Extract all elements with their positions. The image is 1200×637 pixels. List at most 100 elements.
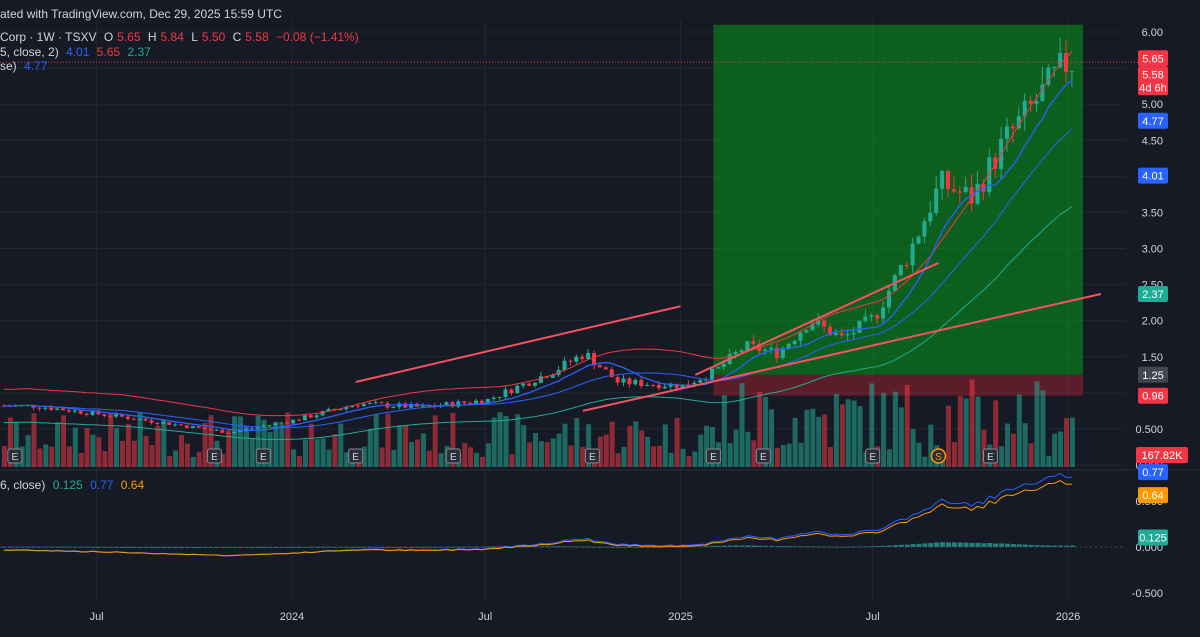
candle [656,384,661,389]
macd-bar [226,547,232,548]
volume-bar [84,427,90,467]
volume-bar [1064,417,1069,467]
macd-bar [420,546,426,548]
bb-legend: 5, close, 2) 4.01 5.65 2.37 [0,45,151,59]
candle [190,426,195,428]
macd-bar [727,545,733,547]
volume-bar [627,425,633,467]
volume-bar [332,434,338,467]
candle [267,425,272,427]
candle [249,428,254,430]
macd-bar [120,546,125,548]
candle [226,432,231,434]
tag-hist [1138,529,1168,546]
macd-bar [975,542,981,547]
volume-bar [586,424,592,467]
candle [302,415,307,421]
tag-volume-text: 167.82K [1142,450,1184,462]
volume-bar [792,417,798,467]
macd-bar [651,546,656,548]
candle [179,424,183,426]
macd-bar [255,546,261,548]
candle [184,425,189,428]
macd-bar [456,546,462,548]
earnings-marker: E [755,448,771,464]
volume-bar [993,400,999,467]
volume-bar [373,414,379,467]
candle [951,189,956,192]
volume-bar [1046,455,1052,467]
profit-zone [713,24,1083,375]
macd-bar [763,545,769,547]
volume-bar [1040,390,1046,467]
candle [243,428,248,431]
candle [61,408,65,411]
macd-bar [993,543,999,547]
macd-bar [721,545,727,547]
volume-bar [261,419,267,467]
macd-bar [249,546,255,548]
candle [391,406,396,408]
volume-bar [167,456,173,467]
candle [78,410,83,414]
macd-bar [2,546,7,548]
macd-bar [1028,544,1034,547]
candle [1005,126,1009,139]
macd-bar [320,546,326,548]
volume-bar [338,423,344,467]
volume-bar [479,456,485,467]
macd-bar [1046,545,1052,547]
earnings-label: E [12,452,19,463]
candle [857,320,862,333]
candle [143,418,148,421]
volume-bar [179,435,184,467]
volume-bar [49,446,55,467]
macd-bar [184,546,190,548]
earnings-badge [755,448,771,464]
tag-countdown-text: 4d 6h [1139,82,1167,94]
candle [84,413,89,415]
candle [72,410,77,412]
candle [344,406,349,410]
change-value: −0.08 (−1.41%) [276,30,359,44]
volume-bar [527,442,533,467]
candle [450,402,455,407]
volume-bar [25,435,31,467]
candle [715,367,720,369]
candle [580,356,585,359]
candle [1016,116,1021,129]
candle [1058,53,1063,68]
volume-bar [108,413,114,467]
candle [1034,101,1039,104]
volume-bar [485,443,491,467]
volume-bar [804,409,810,467]
earnings-marker: S [930,448,947,464]
volume-bar [757,391,763,467]
volume-bar [981,429,987,467]
tag-macd-text: 0.77 [1142,467,1163,479]
macd-bar [550,546,556,548]
volume-bar [379,447,385,467]
volume-bar [774,447,780,467]
volume-bar [1069,417,1075,467]
macd-bar [350,546,356,548]
price-tick: 4.50 [1142,135,1163,147]
macd-bar [361,546,367,548]
macd-legend: 6, close) 0.125 0.77 0.64 [0,478,145,492]
volume-bar [190,456,196,467]
earnings-badge [348,448,364,464]
candle [922,221,927,237]
price-tick: 5.00 [1142,99,1163,111]
earnings-badge [983,448,999,464]
price-tick: 2.00 [1142,316,1163,328]
volume-bar [922,456,928,467]
candle [828,326,832,336]
volume-bar [881,392,887,467]
volume-bar [556,433,562,467]
candle [403,403,408,408]
candle [173,424,178,426]
candle [485,398,490,404]
volume-bar [361,446,367,467]
macd-bar [326,546,332,548]
